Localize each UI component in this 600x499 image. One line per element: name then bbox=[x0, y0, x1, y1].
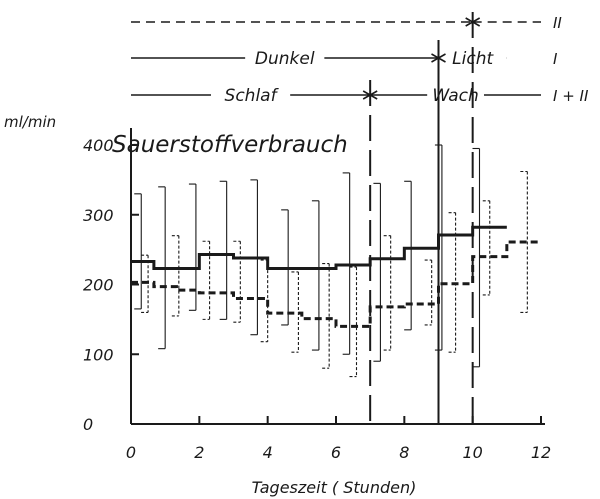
range-bar-i-6 bbox=[311, 200, 320, 351]
y-tick-label-0: 0 bbox=[83, 415, 93, 434]
y-tick-label-400: 400 bbox=[83, 136, 114, 155]
row-text-wach: Wach bbox=[432, 86, 478, 106]
range-bar-ii-11 bbox=[482, 200, 491, 296]
x-tick-label-4: 4 bbox=[263, 443, 273, 462]
series-line-i bbox=[131, 225, 507, 270]
tick-labels: 0 100 200 300 400 0 2 4 6 8 10 12 bbox=[83, 136, 551, 462]
y-tick-label-100: 100 bbox=[83, 345, 114, 364]
chart-title: Sauerstoffverbrauch bbox=[112, 132, 348, 158]
range-bar-ii-2 bbox=[202, 240, 211, 320]
range-bar-ii-0 bbox=[141, 254, 149, 313]
range-bar-ii-12 bbox=[520, 170, 528, 313]
y-tick-label-200: 200 bbox=[83, 276, 114, 295]
range-bars bbox=[134, 144, 528, 378]
x-tick-label-12: 12 bbox=[531, 443, 551, 462]
range-bar-i-3 bbox=[219, 180, 228, 320]
row-label-II: II bbox=[553, 14, 562, 32]
x-tick-label-8: 8 bbox=[399, 443, 409, 462]
row-text-schlaf: Schlaf bbox=[225, 86, 280, 106]
x-tick-label-2: 2 bbox=[194, 443, 204, 462]
row-label-I-II: I + II bbox=[553, 87, 589, 105]
range-bar-ii-8 bbox=[383, 235, 392, 351]
range-bar-ii-3 bbox=[233, 240, 241, 323]
series-line-ii bbox=[131, 240, 541, 328]
range-bar-ii-1 bbox=[171, 235, 180, 317]
y-axis-label: ml/min bbox=[4, 113, 56, 131]
y-tick-label-300: 300 bbox=[83, 206, 114, 225]
row-text-dunkel: Dunkel bbox=[255, 49, 315, 69]
range-bar-ii-6 bbox=[322, 263, 330, 369]
range-bar-ii-7 bbox=[349, 266, 358, 378]
axes bbox=[130, 128, 545, 425]
x-axis-label: Tageszeit ( Stunden) bbox=[252, 478, 417, 497]
phase-markers bbox=[369, 12, 474, 424]
row-label-I: I bbox=[553, 50, 558, 68]
range-bar-i-8 bbox=[373, 182, 381, 362]
range-bar-ii-10 bbox=[448, 212, 457, 353]
x-tick-label-6: 6 bbox=[331, 443, 341, 462]
arrow-head-left bbox=[436, 53, 446, 63]
x-tick-label-0: 0 bbox=[126, 443, 136, 462]
range-bar-i-10 bbox=[434, 144, 443, 351]
range-bar-i-0 bbox=[134, 193, 142, 310]
series-lines bbox=[131, 225, 541, 328]
x-tick-label-10: 10 bbox=[462, 443, 482, 462]
range-bar-ii-9 bbox=[424, 259, 433, 326]
